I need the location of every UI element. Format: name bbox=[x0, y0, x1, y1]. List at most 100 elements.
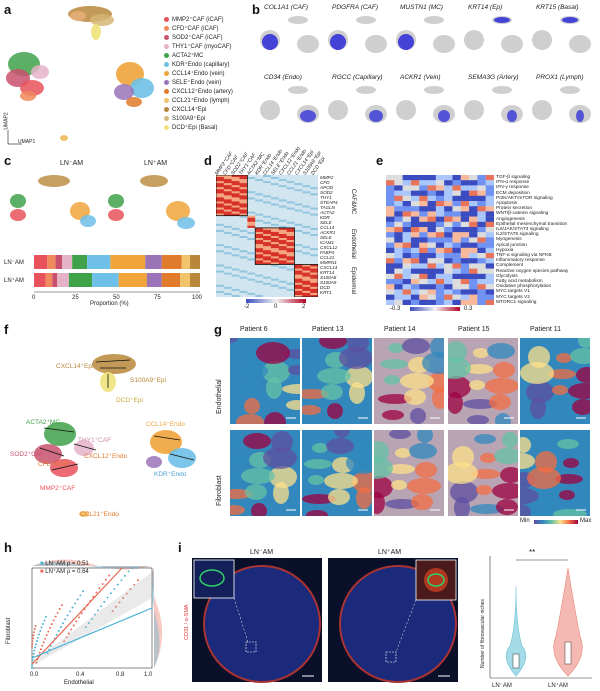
proportion-segment bbox=[57, 273, 69, 287]
patient-title: Patient 15 bbox=[458, 326, 490, 333]
cluster-label: S100A9⁺Epi bbox=[130, 377, 166, 384]
proportion-segment bbox=[55, 255, 63, 269]
proportion-segment bbox=[180, 273, 191, 287]
scale-min: Min bbox=[520, 518, 530, 524]
row-label: MMRN1 bbox=[320, 260, 337, 265]
pathway-label: Angiogenesis bbox=[496, 216, 525, 222]
legend-item: S100A9⁺Epi bbox=[164, 115, 205, 122]
tick-label: 75 bbox=[154, 295, 161, 301]
proportion-segment bbox=[62, 255, 73, 269]
proportion-segment bbox=[34, 255, 48, 269]
row-label: KRT14 bbox=[320, 270, 335, 275]
gene-title: PDGFRA (CAF) bbox=[332, 4, 378, 11]
gene-title: CD34 (Endo) bbox=[264, 74, 302, 81]
row-label: FABP4 bbox=[320, 250, 335, 255]
proportion-segment bbox=[145, 255, 162, 269]
proportion-segment bbox=[146, 273, 162, 287]
panel-d-heatmap: MMP2⁺CAF CFD⁺CAF SOD2⁺CAF THY1⁺CAF ACTA2⁺MC K… bbox=[206, 146, 378, 315]
gene-title: SEMA3G (Artery) bbox=[468, 74, 519, 81]
panel-f-velocity: CXCL14⁺Epi S100A9⁺Epi DCD⁺Epi ACTA2⁺MC THY1⁺… bbox=[4, 324, 218, 534]
tick-label: 50 bbox=[113, 295, 120, 301]
gene-title: ACKR1 (Vein) bbox=[400, 74, 441, 81]
pathway-label: MYC targets V2 bbox=[496, 294, 530, 300]
umap-split-plot bbox=[10, 175, 195, 229]
proportion-bars bbox=[34, 255, 200, 293]
proportion-segment bbox=[45, 273, 53, 287]
pathway-heatmap bbox=[386, 175, 494, 305]
row-label: SELE bbox=[320, 220, 332, 225]
panel-label-a: a bbox=[4, 2, 12, 17]
pathway-label: Epithelial mesenchymal transition bbox=[496, 221, 568, 227]
pathway-label: ECM deposition bbox=[496, 190, 530, 196]
spatial-tile bbox=[302, 338, 372, 424]
cluster-label: MMP2⁺CAF bbox=[40, 485, 76, 492]
tick-label: 0.4 bbox=[76, 672, 85, 678]
row-label: KDR bbox=[320, 215, 330, 220]
spatial-colorbar bbox=[534, 520, 578, 524]
row-label: KRT1 bbox=[320, 290, 332, 295]
row-label: S100A9 bbox=[320, 280, 337, 285]
pathway-label: IFN-γ response bbox=[496, 185, 529, 191]
legend-item: SOD2⁺CAF (iCAF) bbox=[164, 34, 223, 41]
row-label: CCL21 bbox=[320, 255, 335, 260]
row-label: SELE bbox=[320, 235, 332, 240]
gene-title: KRT15 (Basal) bbox=[536, 4, 579, 11]
img-title-pos: LN⁺AM bbox=[378, 549, 402, 556]
legend-item: CCL14⁺Endo (vein) bbox=[164, 70, 225, 77]
pathway-label: Myogenesis bbox=[496, 237, 522, 243]
cluster-label: CXCL14⁺Epi bbox=[56, 363, 94, 370]
tick-label: 0.0 bbox=[30, 672, 39, 678]
pathway-label: IL2/STAT5 signaling bbox=[496, 232, 539, 238]
proportion-segment bbox=[87, 255, 111, 269]
row-label: ICAM1 bbox=[320, 240, 335, 245]
stain-label: CD31 / α-SMA bbox=[184, 604, 190, 640]
proportion-segment bbox=[47, 255, 56, 269]
gene-title: MUSTN1 (MC) bbox=[400, 4, 443, 11]
tick-label: 1.0 bbox=[144, 672, 153, 678]
bar-label-pos: LN⁺AM bbox=[4, 278, 24, 284]
spatial-tile bbox=[230, 430, 300, 516]
row-label: DCD bbox=[320, 285, 330, 290]
scatter-y-label: Fibroblast bbox=[6, 617, 12, 644]
legend-item: MMP2⁺CAF (iCAF) bbox=[164, 16, 224, 23]
pathway-label: Glycolysis bbox=[496, 273, 518, 279]
gene-title: RGCC (Capillary) bbox=[332, 74, 383, 81]
feature-umap bbox=[260, 16, 319, 53]
violin-group-label: LN⁺AM bbox=[548, 683, 568, 689]
heatmap-colorbar bbox=[410, 307, 460, 311]
group-label-neg: LN⁻AM bbox=[60, 160, 84, 167]
group-label-epi: Epidermal bbox=[350, 267, 356, 295]
panel-label-b: b bbox=[252, 2, 260, 17]
bar-label-neg: LN⁻AM bbox=[4, 260, 24, 266]
velocity-plot bbox=[34, 354, 196, 517]
pathway-label: Reactive oxygen species pathway bbox=[496, 268, 569, 274]
group-label-pos: LN⁺AM bbox=[144, 160, 168, 167]
tick-label: 0.8 bbox=[116, 672, 125, 678]
violin-y-label: Number of fibrovascular niches bbox=[480, 599, 486, 668]
proportion-segment bbox=[190, 273, 200, 287]
marker-heatmap bbox=[216, 175, 318, 297]
patient-title: Patient 11 bbox=[530, 326, 562, 333]
row-label: APOD bbox=[320, 185, 334, 190]
proportion-segment bbox=[92, 273, 119, 287]
spatial-tile bbox=[520, 338, 590, 424]
pathway-label: MYC targets V1 bbox=[496, 289, 530, 295]
pathway-label: MTORC1 signaling bbox=[496, 299, 537, 305]
scatter-x-label: Endothelial bbox=[64, 680, 94, 686]
cluster-label: DCD⁺Epi bbox=[116, 397, 143, 404]
if-images bbox=[192, 558, 458, 683]
pathway-label: IFN-α response bbox=[496, 180, 530, 186]
row-label: CXCL12 bbox=[320, 245, 338, 250]
panel-label-c: c bbox=[4, 153, 12, 168]
pathway-label: Hypoxia bbox=[496, 247, 514, 253]
row-label: MMP2 bbox=[320, 175, 334, 180]
bar-ticks: 0 25 50 75 100 bbox=[32, 295, 202, 303]
pathway-label: Oxidative phosphorylation bbox=[496, 284, 552, 290]
gene-title: COL1A1 (CAF) bbox=[264, 4, 309, 11]
gene-title: KRT14 (Ep) bbox=[468, 4, 503, 11]
scale-label: 0.3 bbox=[464, 306, 473, 312]
row-label: ACTA2 bbox=[320, 210, 335, 215]
group-label-endo: Endothelial bbox=[350, 229, 356, 259]
violin-plot bbox=[489, 556, 592, 679]
row-label: CXCL14 bbox=[320, 265, 338, 270]
